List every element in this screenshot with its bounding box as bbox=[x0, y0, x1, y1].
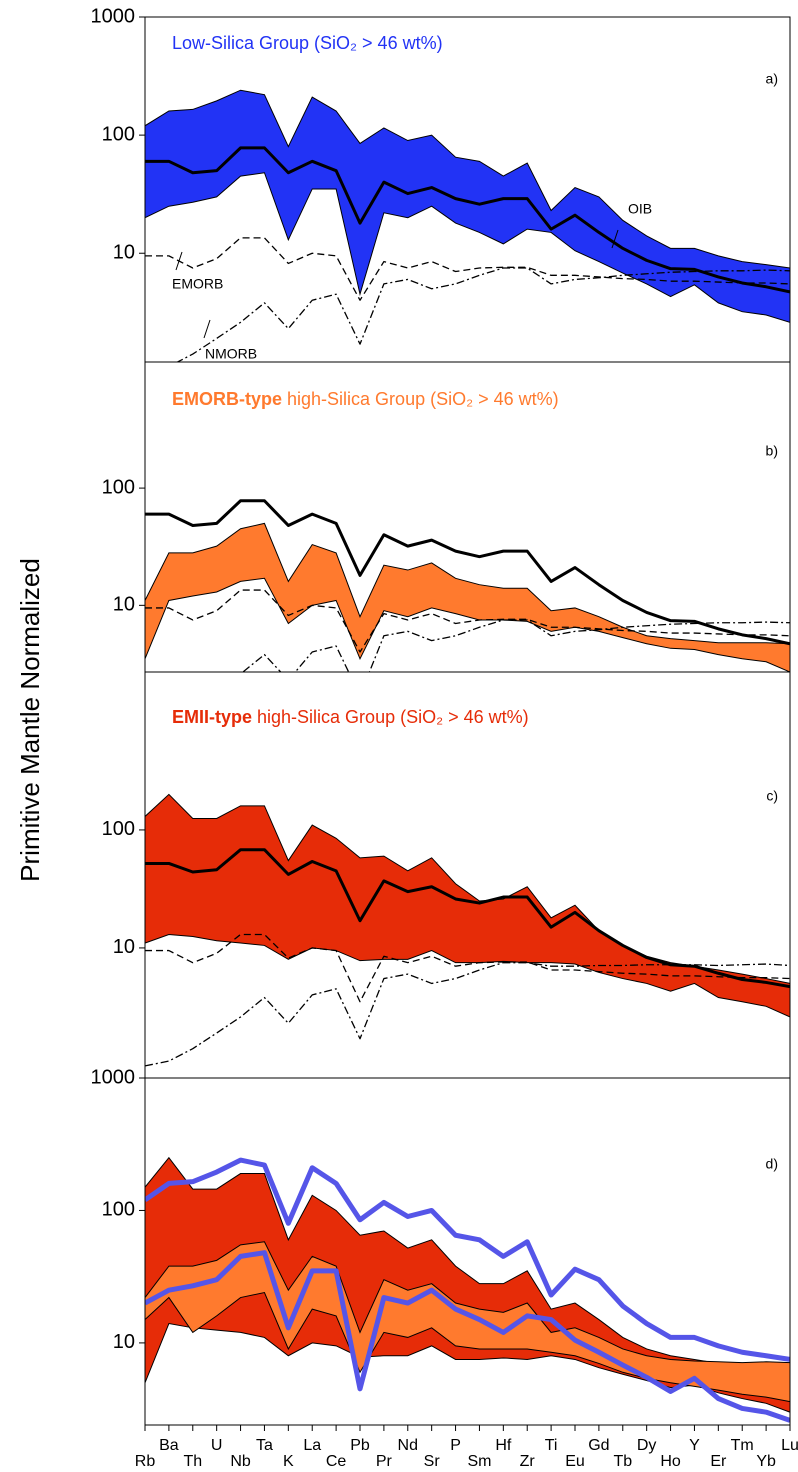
x-tick-label: Tb bbox=[613, 1453, 632, 1470]
series-line bbox=[145, 146, 790, 294]
range-band bbox=[145, 522, 790, 672]
y-tick-label: 10 bbox=[113, 1331, 135, 1353]
x-tick-label: P bbox=[450, 1437, 461, 1454]
series-line bbox=[241, 619, 790, 672]
series-line bbox=[145, 962, 790, 1067]
series-annotation: NMORB bbox=[205, 346, 257, 362]
annotation-leader bbox=[203, 319, 211, 339]
panel-title-bold: EMORB-type bbox=[172, 389, 282, 409]
y-tick-label: 10 bbox=[113, 242, 135, 264]
y-tick-label: 100 bbox=[102, 818, 135, 840]
series-line bbox=[145, 933, 790, 1003]
annotation-leader bbox=[175, 251, 183, 271]
y-tick-label: 100 bbox=[102, 476, 135, 498]
x-tick-label: U bbox=[211, 1437, 223, 1454]
x-tick-label: Ti bbox=[545, 1437, 558, 1454]
range-band bbox=[145, 89, 790, 323]
x-tick-label: Ta bbox=[256, 1437, 273, 1454]
plot-area bbox=[145, 1156, 790, 1423]
panel-frame bbox=[144, 1077, 791, 1426]
panel-title: EMII-type high-Silica Group (SiO₂ > 46 w… bbox=[172, 707, 529, 727]
y-tick-label: 100 bbox=[102, 1199, 135, 1221]
x-tick-label: Sm bbox=[467, 1453, 491, 1470]
x-tick-label: Eu bbox=[565, 1453, 585, 1470]
x-tick-label: Sr bbox=[424, 1453, 441, 1470]
panel-title-text: high-Silica Group (SiO₂ > 46 wt%) bbox=[252, 707, 529, 727]
x-tick-label: Hf bbox=[495, 1437, 512, 1454]
series-annotation: OIB bbox=[628, 201, 652, 217]
y-tick-label: 1000 bbox=[91, 5, 136, 27]
plot-area bbox=[145, 793, 790, 1067]
series-line bbox=[145, 848, 790, 989]
panel-title: Low-Silica Group (SiO₂ > 46 wt%) bbox=[172, 33, 443, 53]
panel-label: c) bbox=[766, 788, 778, 804]
series-line bbox=[145, 1250, 790, 1423]
x-tick-label: K bbox=[283, 1453, 294, 1470]
annotation-leader bbox=[611, 229, 619, 249]
series-annotation: EMORB bbox=[172, 276, 223, 292]
y-tick-label: 100 bbox=[102, 123, 135, 145]
y-tick-label: 10 bbox=[113, 594, 135, 616]
series-line bbox=[145, 1157, 790, 1362]
panel-label: b) bbox=[766, 443, 778, 459]
plot-area bbox=[145, 499, 790, 672]
panel-label: d) bbox=[766, 1156, 778, 1172]
x-tick-label: Pr bbox=[376, 1453, 393, 1470]
panel-title: EMORB-type high-Silica Group (SiO₂ > 46 … bbox=[172, 389, 559, 409]
x-tick-label: Ho bbox=[660, 1453, 681, 1470]
series-line bbox=[145, 237, 790, 301]
panel-label: a) bbox=[766, 71, 778, 87]
x-tick-label: Lu bbox=[781, 1437, 798, 1454]
x-tick-label: Er bbox=[710, 1453, 727, 1470]
panel-title-bold: EMII-type bbox=[172, 707, 252, 727]
x-tick-label: Ba bbox=[159, 1437, 179, 1454]
x-tick-label: La bbox=[303, 1437, 321, 1454]
panel-title-text: high-Silica Group (SiO₂ > 46 wt%) bbox=[282, 389, 559, 409]
panel-title-text: Low-Silica Group (SiO₂ > 46 wt%) bbox=[172, 33, 443, 53]
x-tick-label: Yb bbox=[756, 1453, 776, 1470]
x-tick-label: Zr bbox=[520, 1453, 536, 1470]
x-tick-label: Pb bbox=[350, 1437, 370, 1454]
x-tick-label: Ce bbox=[326, 1453, 347, 1470]
y-tick-label: 10 bbox=[113, 936, 135, 958]
x-tick-label: Dy bbox=[637, 1437, 657, 1454]
x-tick-label: Nd bbox=[398, 1437, 418, 1454]
x-tick-label: Gd bbox=[588, 1437, 609, 1454]
y-axis-label: Primitive Mantle Normalized bbox=[15, 558, 45, 882]
series-line bbox=[176, 267, 790, 362]
x-tick-label: Nb bbox=[230, 1453, 251, 1470]
x-tick-label: Rb bbox=[135, 1453, 156, 1470]
x-tick-label: Y bbox=[689, 1437, 700, 1454]
plot-area bbox=[145, 89, 790, 362]
x-tick-label: Th bbox=[183, 1453, 202, 1470]
range-band bbox=[145, 793, 790, 1018]
range-band bbox=[145, 1156, 790, 1413]
series-line bbox=[145, 589, 790, 653]
x-tick-label: Tm bbox=[731, 1437, 754, 1454]
y-tick-label: 1000 bbox=[91, 1066, 136, 1088]
series-line bbox=[145, 499, 790, 646]
